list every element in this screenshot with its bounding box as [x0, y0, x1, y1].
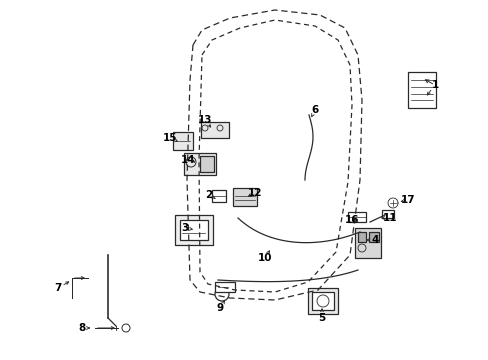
- Bar: [175, 215, 213, 245]
- Bar: [173, 132, 193, 150]
- Text: 4: 4: [370, 235, 378, 245]
- Bar: [357, 232, 365, 242]
- Text: 13: 13: [197, 115, 212, 125]
- Text: 2: 2: [205, 190, 212, 200]
- Text: 5: 5: [318, 313, 325, 323]
- Text: 11: 11: [382, 213, 396, 223]
- Bar: [407, 72, 435, 108]
- Bar: [183, 153, 216, 175]
- Text: 3: 3: [181, 223, 188, 233]
- Bar: [232, 188, 257, 206]
- Bar: [201, 122, 228, 138]
- Text: 16: 16: [344, 215, 359, 225]
- Bar: [354, 228, 380, 258]
- Text: 12: 12: [247, 188, 262, 198]
- Text: 1: 1: [430, 80, 438, 90]
- Text: 7: 7: [54, 283, 61, 293]
- Text: 15: 15: [163, 133, 177, 143]
- Text: 17: 17: [400, 195, 414, 205]
- Text: 8: 8: [78, 323, 85, 333]
- Bar: [347, 212, 365, 222]
- Text: 6: 6: [311, 105, 318, 115]
- Text: 9: 9: [216, 303, 223, 313]
- Text: 14: 14: [181, 155, 195, 165]
- Bar: [311, 292, 333, 310]
- Bar: [368, 232, 378, 242]
- Bar: [180, 220, 207, 240]
- Bar: [215, 282, 235, 292]
- Bar: [381, 210, 393, 218]
- Bar: [200, 156, 214, 172]
- Bar: [307, 288, 337, 314]
- Text: 10: 10: [257, 253, 272, 263]
- Bar: [212, 190, 225, 202]
